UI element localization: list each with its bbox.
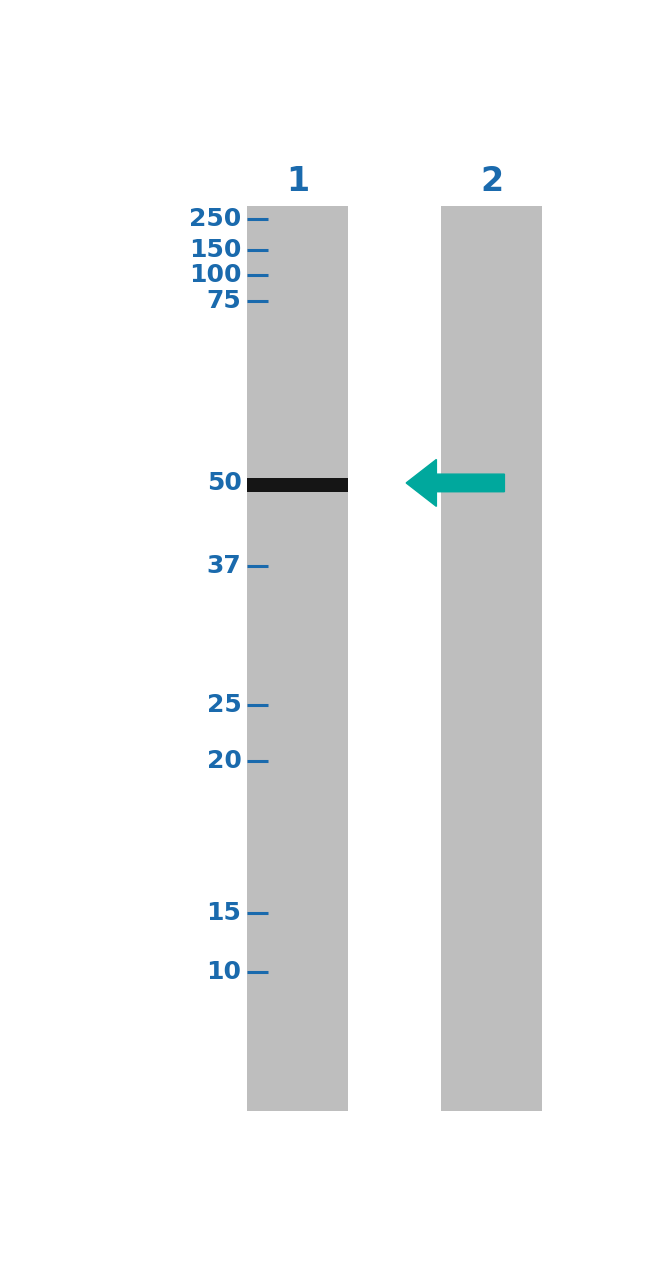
FancyArrow shape bbox=[406, 460, 504, 507]
Text: 10: 10 bbox=[207, 960, 241, 984]
Text: 20: 20 bbox=[207, 748, 241, 772]
Bar bbox=[248, 206, 348, 1111]
Text: 250: 250 bbox=[189, 207, 241, 231]
Text: 25: 25 bbox=[207, 693, 241, 716]
Bar bbox=[248, 478, 348, 491]
Text: 1: 1 bbox=[286, 165, 309, 198]
Text: 2: 2 bbox=[480, 165, 503, 198]
Text: 100: 100 bbox=[189, 263, 241, 287]
Text: 37: 37 bbox=[207, 554, 241, 578]
Text: 150: 150 bbox=[189, 239, 241, 262]
Bar bbox=[441, 206, 542, 1111]
Text: 50: 50 bbox=[207, 471, 241, 495]
Text: 75: 75 bbox=[207, 290, 241, 312]
Text: 15: 15 bbox=[207, 902, 241, 926]
